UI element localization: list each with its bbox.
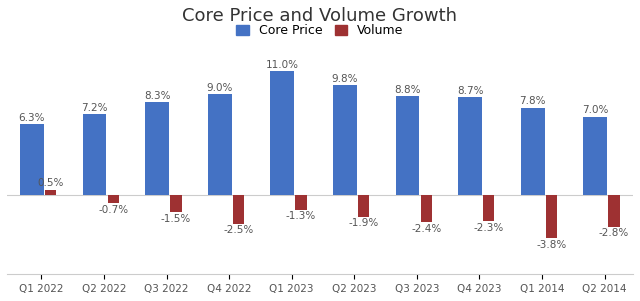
Bar [609,195,620,227]
Bar [333,85,357,195]
Bar [271,72,294,195]
Title: Core Price and Volume Growth: Core Price and Volume Growth [182,7,458,25]
Bar [296,195,307,210]
Bar [420,195,432,222]
Text: 11.0%: 11.0% [266,60,299,70]
Text: -2.5%: -2.5% [223,225,253,235]
Text: -2.4%: -2.4% [411,224,442,234]
Bar [358,195,369,217]
Bar [483,195,495,221]
Bar [233,195,244,224]
Legend: Core Price, Volume: Core Price, Volume [231,19,408,42]
Bar [546,195,557,238]
Text: -0.7%: -0.7% [99,205,129,215]
Bar [20,124,44,195]
Bar [45,190,56,195]
Bar [170,195,182,212]
Text: -2.8%: -2.8% [599,228,629,238]
Bar [521,107,545,195]
Text: 0.5%: 0.5% [38,178,64,188]
Bar [584,116,607,195]
Text: 7.8%: 7.8% [520,96,546,106]
Text: 8.3%: 8.3% [144,91,170,101]
Text: 9.8%: 9.8% [332,74,358,84]
Bar [396,96,419,195]
Bar [145,102,169,195]
Text: -3.8%: -3.8% [536,240,566,250]
Text: 7.0%: 7.0% [582,105,609,115]
Text: 6.3%: 6.3% [19,113,45,123]
Text: 8.8%: 8.8% [394,85,420,95]
Bar [208,94,232,195]
Text: 8.7%: 8.7% [457,86,483,96]
Text: 9.0%: 9.0% [207,83,233,93]
Bar [458,98,482,195]
Text: 7.2%: 7.2% [81,103,108,113]
Bar [108,195,119,203]
Text: -1.5%: -1.5% [161,214,191,224]
Text: -1.3%: -1.3% [286,212,316,222]
Bar [83,114,106,195]
Text: -1.9%: -1.9% [349,218,379,228]
Text: -2.3%: -2.3% [474,223,504,233]
